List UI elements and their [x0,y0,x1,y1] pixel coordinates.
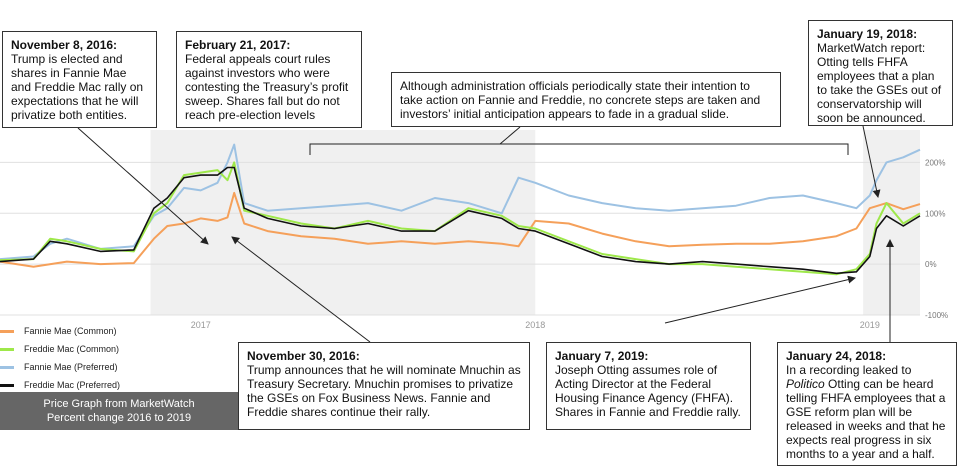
legend-item-freddie-preferred: Freddie Mac (Preferred) [0,376,120,394]
callout-text: Although administration officials period… [400,79,761,121]
shaded-range [150,130,536,315]
callout-date: November 8, 2016: [11,38,118,52]
callout-date: November 30, 2016: [247,349,360,363]
source-line-2: Percent change 2016 to 2019 [46,412,192,424]
legend-item-fannie-common: Fannie Mae (Common) [0,322,120,340]
callout-text: Trump announces that he will nominate Mn… [247,363,521,419]
series-line [0,191,921,268]
callout-date: January 24, 2018: [786,349,887,363]
decline-bracket-connector [499,126,521,145]
callout-nov-30-2016: November 30, 2016: Trump announces that … [238,342,530,430]
legend-label: Freddie Mac (Common) [24,344,120,354]
x-tick-label: 2019 [860,320,880,330]
chart-grid [0,161,920,316]
source-line-1: Price Graph from MarketWatch [43,398,195,410]
source-box: Price Graph from MarketWatch Percent cha… [0,392,238,430]
legend-label: Fannie Mae (Preferred) [24,362,118,372]
callout-arrows [77,125,894,343]
callout-jan-19-2018: January 19, 2018: MarketWatch report: Ot… [808,20,953,126]
callout-nov-8-2016: November 8, 2016: Trump is elected and s… [2,31,157,128]
callout-text-after: Otting can be heard telling FHFA employe… [786,377,946,461]
callout-jan-24-2018: January 24, 2018: In a recording leaked … [777,342,957,466]
arrow-nov-8 [77,127,209,245]
legend-label: Freddie Mac (Preferred) [24,380,121,390]
callout-text-italic: Politico [786,377,825,391]
callout-date: February 21, 2017: [185,38,291,52]
callout-text: Trump is elected and shares in Fannie Ma… [11,52,144,122]
callout-text: MarketWatch report: Otting tells FHFA em… [817,41,942,125]
legend-label: Fannie Mae (Common) [24,326,117,336]
callout-text: Joseph Otting assumes role of Acting Dir… [555,363,741,419]
shaded-range [863,130,920,315]
legend-swatch [0,329,14,333]
legend-swatch [0,383,14,387]
y-tick-label: -100% [925,311,948,320]
chart-legend: Fannie Mae (Common) Freddie Mac (Common)… [0,322,120,394]
callout-text: Federal appeals court rules against inve… [185,52,349,122]
arrow-jan-7 [664,275,856,324]
x-tick-label: 2018 [525,320,545,330]
arrow-nov-30 [231,236,371,343]
y-tick-label: 0% [925,260,937,269]
series-line [0,143,921,261]
chart-series-lines [0,143,921,276]
callout-decline: Although administration officials period… [391,72,781,127]
series-line [0,166,921,275]
legend-swatch [0,347,14,351]
x-tick-label: 2017 [191,320,211,330]
chart-tick-labels: 200% 100% 0% -100% 2017 2018 2019 [191,158,948,330]
callout-text-before: In a recording leaked to [786,363,912,377]
decline-bracket [309,143,849,155]
legend-swatch [0,365,14,369]
y-tick-label: 200% [925,158,945,167]
callout-jan-7-2019: January 7, 2019: Joseph Otting assumes r… [546,342,751,430]
callout-feb-21-2017: February 21, 2017: Federal appeals court… [176,31,362,128]
callout-date: January 7, 2019: [555,349,649,363]
legend-item-fannie-preferred: Fannie Mae (Preferred) [0,358,120,376]
arrow-jan-19 [862,125,881,198]
callout-date: January 19, 2018: [817,27,918,41]
legend-item-freddie-common: Freddie Mac (Common) [0,340,120,358]
y-tick-label: 100% [925,209,945,218]
